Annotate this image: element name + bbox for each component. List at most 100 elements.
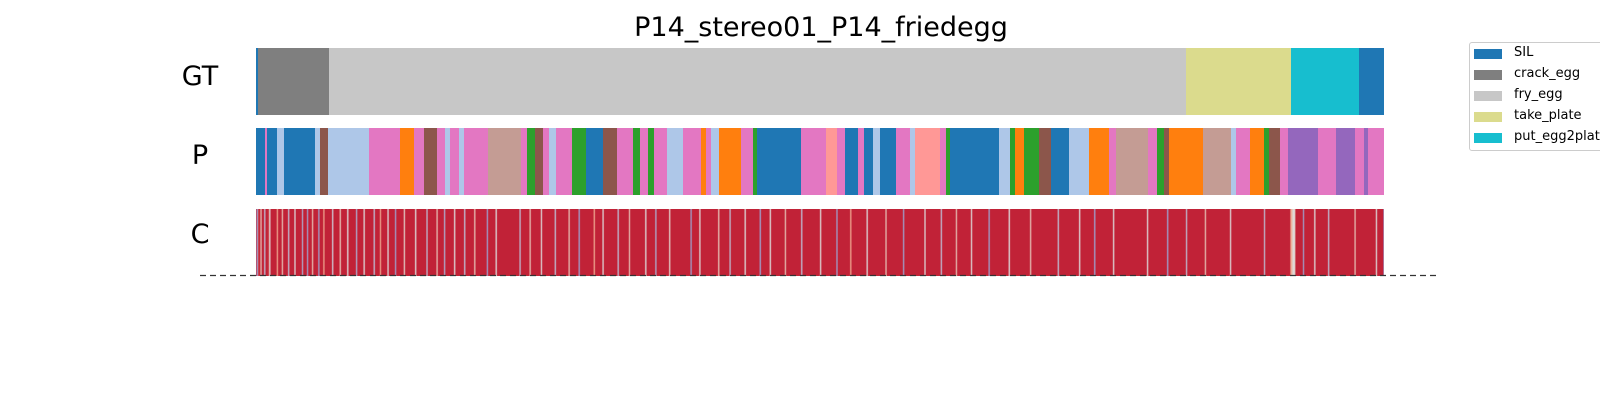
pred-segment-76 <box>1280 128 1288 195</box>
row-label-p: P <box>191 140 209 171</box>
pred-segment-20 <box>527 128 535 195</box>
gt-segment-4 <box>1291 48 1359 115</box>
pred-segment-81 <box>1364 128 1368 195</box>
legend-label: fry_egg <box>1514 87 1563 102</box>
pred-segment-9 <box>369 128 400 195</box>
pred-segment-44 <box>837 128 845 195</box>
gt-segment-1 <box>258 48 329 115</box>
legend-swatch <box>1474 133 1502 143</box>
pred-segment-23 <box>549 128 556 195</box>
pred-segment-54 <box>946 128 950 195</box>
pred-segment-35 <box>701 128 706 195</box>
pred-segment-45 <box>845 128 858 195</box>
pred-segment-33 <box>667 128 683 195</box>
pred-segment-42 <box>801 128 826 195</box>
legend-swatch <box>1474 112 1502 122</box>
pred-segment-0 <box>256 128 265 195</box>
pred-segment-14 <box>445 128 450 195</box>
pred-segment-73 <box>1250 128 1264 195</box>
pred-segment-58 <box>1015 128 1024 195</box>
legend-label: take_plate <box>1514 108 1582 123</box>
pred-segment-13 <box>437 128 445 195</box>
pred-segment-59 <box>1024 128 1039 195</box>
pred-segment-5 <box>315 128 320 195</box>
pred-segment-55 <box>950 128 999 195</box>
pred-segment-80 <box>1355 128 1364 195</box>
pred-segment-7 <box>328 128 334 195</box>
pred-segment-50 <box>896 128 910 195</box>
pred-segment-75 <box>1269 128 1280 195</box>
pred-segment-62 <box>1069 128 1089 195</box>
row-label-gt: GT <box>181 61 219 92</box>
pred-segment-63 <box>1089 128 1109 195</box>
pred-segment-67 <box>1157 128 1164 195</box>
pred-segment-2 <box>267 128 277 195</box>
pred-segment-25 <box>572 128 586 195</box>
pred-segment-18 <box>488 128 521 195</box>
gt-segment-5 <box>1359 48 1384 115</box>
pred-segment-46 <box>858 128 864 195</box>
pred-segment-39 <box>741 128 753 195</box>
gt-row <box>256 48 1384 115</box>
pred-segment-29 <box>633 128 640 195</box>
legend-swatch <box>1474 91 1502 101</box>
pred-segment-68 <box>1164 128 1169 195</box>
pred-segment-49 <box>880 128 896 195</box>
gt-segment-0 <box>256 48 258 115</box>
pred-segment-10 <box>400 128 414 195</box>
gt-segment-2 <box>329 48 1186 115</box>
pred-segment-57 <box>1010 128 1015 195</box>
pred-segment-41 <box>757 128 801 195</box>
pred-segment-15 <box>450 128 459 195</box>
pred-segment-28 <box>617 128 633 195</box>
pred-segment-36 <box>706 128 711 195</box>
pred-segment-47 <box>864 128 873 195</box>
pred-segment-32 <box>654 128 667 195</box>
legend-swatch <box>1474 70 1502 80</box>
pred-segment-38 <box>719 128 741 195</box>
pred-segment-16 <box>459 128 464 195</box>
pred-segment-27 <box>603 128 617 195</box>
pred-segment-24 <box>556 128 572 195</box>
pred-segment-66 <box>1148 128 1157 195</box>
pred-segment-43 <box>826 128 837 195</box>
legend-label: put_egg2plate <box>1514 129 1600 144</box>
pred-segment-65 <box>1116 128 1148 195</box>
pred-segment-6 <box>320 128 328 195</box>
pred-segment-22 <box>543 128 549 195</box>
pred-segment-74 <box>1264 128 1269 195</box>
gt-segment-3 <box>1186 48 1291 115</box>
pred-segment-71 <box>1231 128 1236 195</box>
pred-segment-53 <box>940 128 946 195</box>
pred-segment-64 <box>1109 128 1116 195</box>
legend-swatch <box>1474 49 1502 59</box>
pred-segment-34 <box>683 128 701 195</box>
prediction-row <box>256 128 1384 195</box>
pred-segment-78 <box>1318 128 1336 195</box>
pred-segment-56 <box>999 128 1010 195</box>
pred-segment-3 <box>277 128 284 195</box>
pred-segment-82 <box>1368 128 1384 195</box>
pred-segment-30 <box>640 128 648 195</box>
pred-segment-37 <box>711 128 719 195</box>
pred-segment-26 <box>586 128 603 195</box>
pred-segment-72 <box>1236 128 1250 195</box>
pred-segment-79 <box>1336 128 1355 195</box>
pred-segment-61 <box>1051 128 1069 195</box>
pred-segment-21 <box>535 128 543 195</box>
pred-segment-17 <box>464 128 488 195</box>
pred-segment-11 <box>414 128 424 195</box>
pred-segment-52 <box>915 128 940 195</box>
pred-segment-12 <box>424 128 437 195</box>
legend-label: SIL <box>1514 45 1534 60</box>
legend-label: crack_egg <box>1514 66 1581 81</box>
pred-segment-4 <box>284 128 315 195</box>
pred-segment-8 <box>334 128 369 195</box>
pred-segment-31 <box>648 128 654 195</box>
legend: SIL crack_egg fry_egg take_plate put_egg… <box>1469 42 1600 151</box>
chart-title: P14_stereo01_P14_friedegg <box>634 12 1008 43</box>
pred-segment-77 <box>1288 128 1318 195</box>
pred-segment-60 <box>1039 128 1051 195</box>
